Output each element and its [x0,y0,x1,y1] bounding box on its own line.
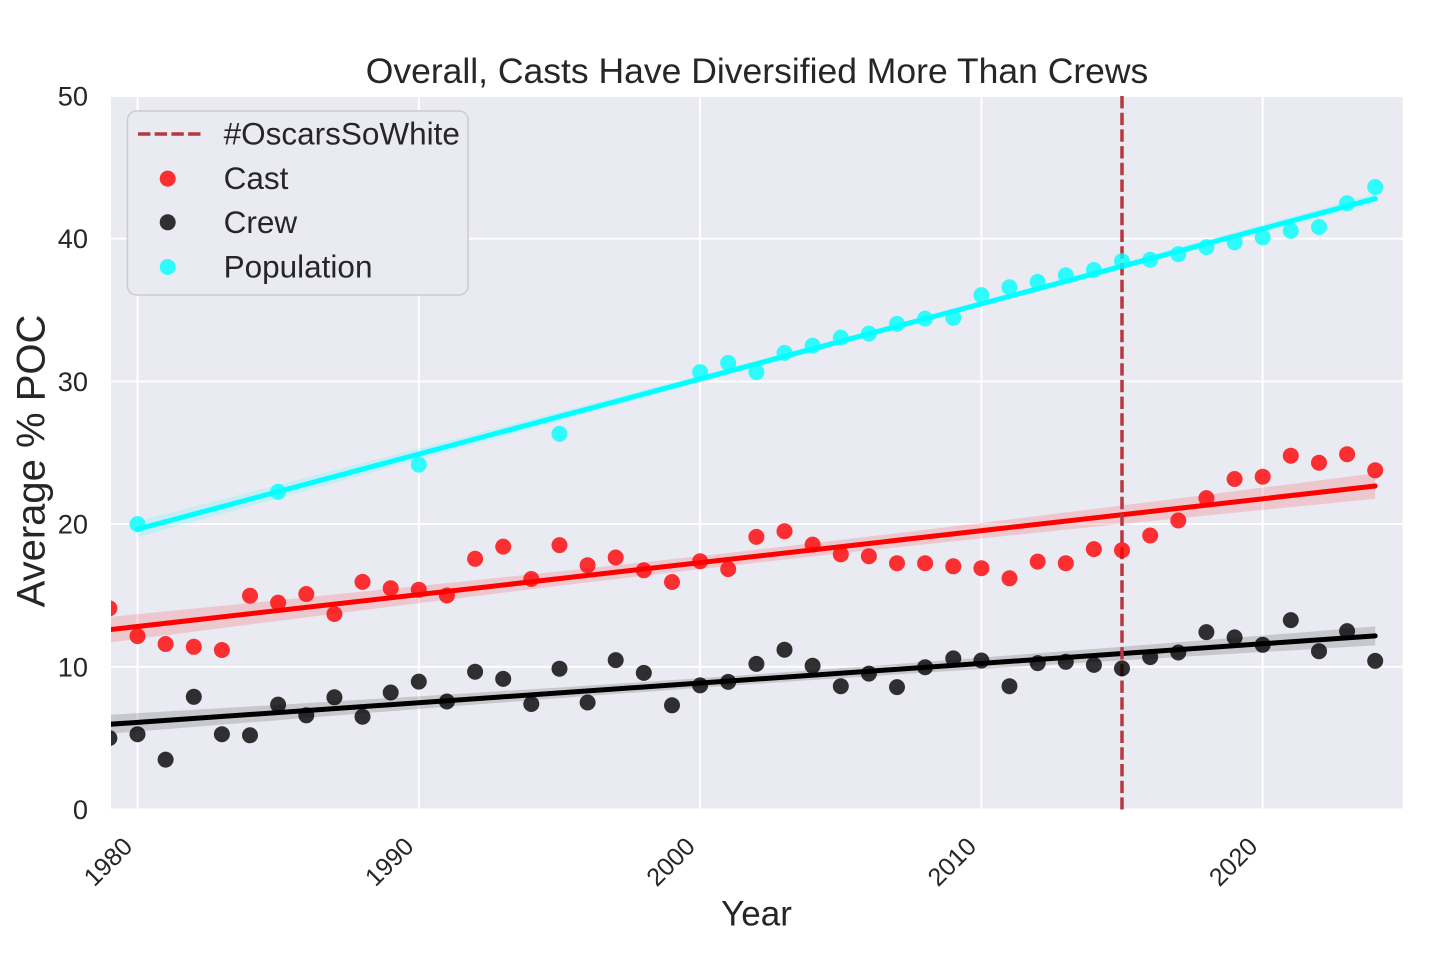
svg-text:30: 30 [58,366,88,397]
svg-text:40: 40 [58,223,88,254]
svg-text:Cast: Cast [224,160,289,196]
svg-text:Overall, Casts Have Diversifie: Overall, Casts Have Diversified More Tha… [366,51,1149,91]
svg-text:Population: Population [224,249,373,285]
svg-text:Average % POC: Average % POC [10,315,54,608]
svg-text:#OscarsSoWhite: #OscarsSoWhite [224,116,460,152]
svg-text:50: 50 [58,81,88,112]
svg-text:20: 20 [58,509,88,540]
svg-text:0: 0 [73,794,88,825]
svg-text:10: 10 [58,651,88,682]
svg-text:Year: Year [721,895,792,934]
svg-text:Crew: Crew [224,204,298,240]
